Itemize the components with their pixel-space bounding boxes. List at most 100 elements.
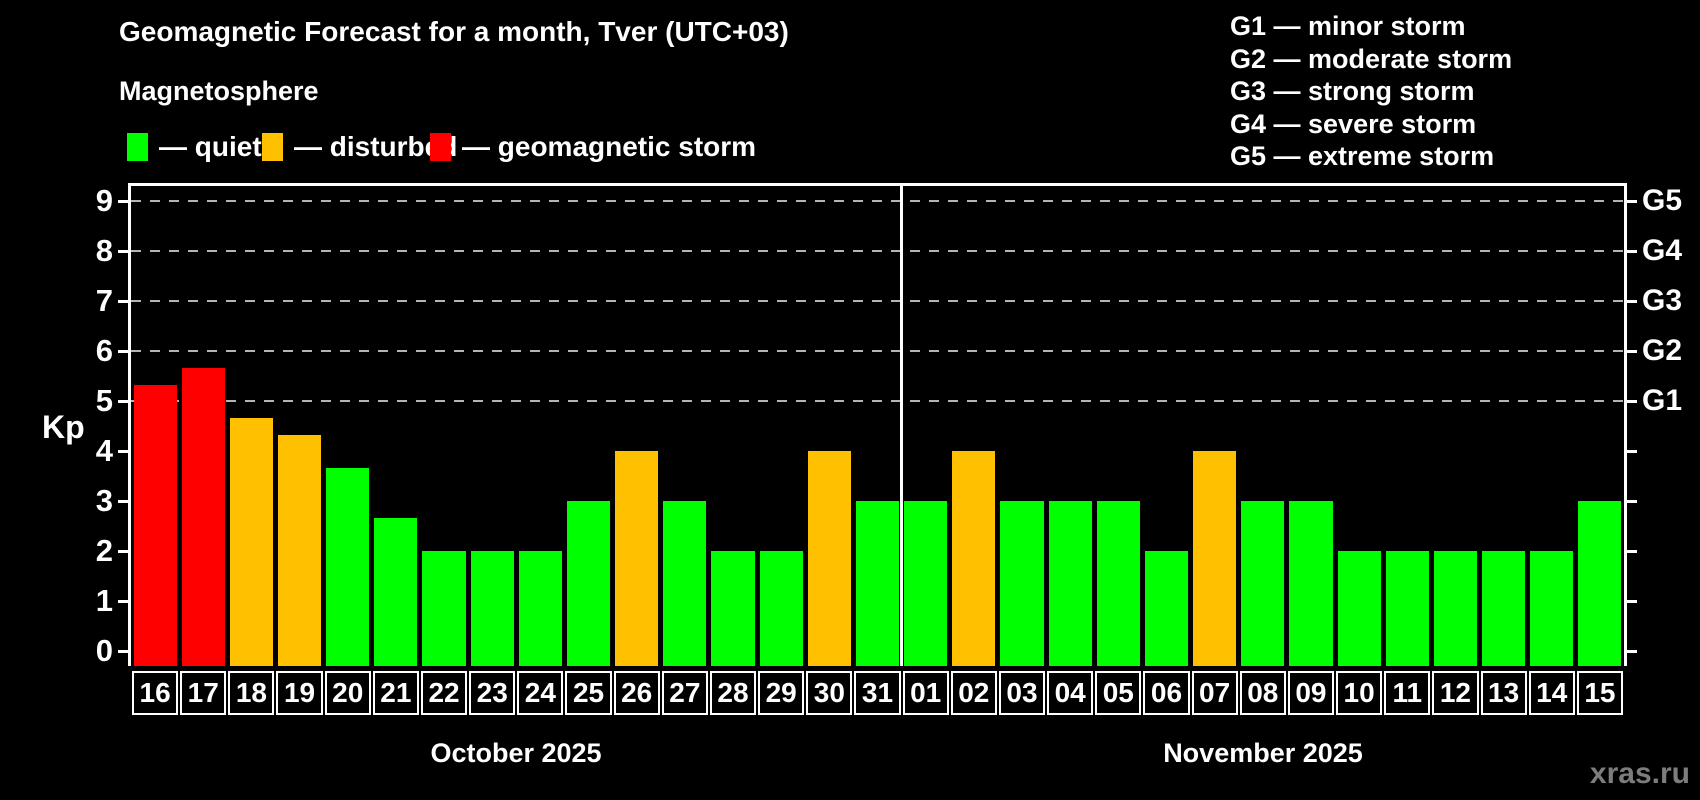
y-tick-right-1 [1627, 599, 1637, 603]
y-tick-label-2: 2 [95, 533, 113, 568]
storm-scale-line-g1: G1 — minor storm [1230, 11, 1466, 41]
day-label-10: 10 [1336, 671, 1383, 715]
y-tick-right-2 [1627, 549, 1637, 553]
y-tick-left-3 [118, 499, 128, 503]
y-tick-right-8 [1627, 249, 1637, 253]
kp-bar-day-12 [1433, 551, 1477, 666]
y-axis-label: Kp [42, 409, 85, 445]
y-tick-left-9 [118, 199, 128, 203]
day-label-06: 06 [1143, 671, 1190, 715]
storm-scale-legend: G1 — minor storm G2 — moderate storm G3 — … [1230, 10, 1512, 173]
legend-item-storm: — geomagnetic storm [430, 130, 756, 164]
kp-bar-day-30 [807, 451, 851, 666]
y-tick-left-7 [118, 299, 128, 303]
right-axis-label-g4: G4 [1642, 234, 1683, 267]
gridline-kp8 [131, 250, 1624, 252]
day-label-30: 30 [806, 671, 853, 715]
kp-bar-day-23 [470, 551, 514, 666]
gridline-kp7 [131, 300, 1624, 302]
day-label-20: 20 [324, 671, 371, 715]
day-label-15: 15 [1576, 671, 1623, 715]
kp-bar-day-09 [1289, 501, 1333, 666]
day-label-21: 21 [372, 671, 419, 715]
x-axis-month-label-october: October 2025 [430, 738, 602, 768]
kp-bar-day-02 [952, 451, 996, 666]
legend-swatch-storm [430, 133, 451, 161]
day-label-29: 29 [758, 671, 805, 715]
y-tick-right-7 [1627, 299, 1637, 303]
y-tick-label-6: 6 [95, 333, 113, 368]
month-divider [900, 186, 904, 666]
y-tick-right-6 [1627, 349, 1637, 353]
kp-bar-day-11 [1385, 551, 1429, 666]
watermark: xras.ru [1589, 757, 1690, 790]
y-tick-label-9: 9 [95, 183, 113, 218]
day-label-08: 08 [1239, 671, 1286, 715]
y-tick-right-9 [1627, 199, 1637, 203]
kp-bar-day-24 [518, 551, 562, 666]
kp-bar-day-29 [759, 551, 803, 666]
day-label-02: 02 [950, 671, 997, 715]
right-axis-label-g3: G3 [1642, 284, 1683, 317]
day-label-22: 22 [420, 671, 468, 715]
y-tick-left-0 [118, 649, 128, 653]
kp-bar-day-03 [1000, 501, 1044, 666]
y-tick-left-6 [118, 349, 128, 353]
y-tick-right-0 [1627, 649, 1637, 653]
kp-bar-day-14 [1530, 551, 1574, 666]
kp-bar-day-27 [663, 501, 707, 666]
legend-item-quiet: — quiet [127, 130, 262, 164]
day-label-27: 27 [661, 671, 708, 715]
kp-bar-day-19 [277, 434, 322, 666]
y-tick-left-4 [118, 449, 128, 453]
gridline-kp5 [131, 400, 1624, 402]
day-label-26: 26 [613, 671, 660, 715]
day-label-16: 16 [132, 671, 179, 715]
day-label-28: 28 [709, 671, 757, 715]
y-tick-right-3 [1627, 499, 1637, 503]
kp-bar-day-31 [855, 501, 900, 666]
y-tick-label-3: 3 [95, 483, 113, 518]
day-label-07: 07 [1191, 671, 1238, 715]
kp-bar-day-22 [422, 551, 466, 666]
legend-swatch-disturbed [262, 133, 283, 161]
chart-title: Geomagnetic Forecast for a month, Tver (… [119, 16, 789, 47]
legend-label-storm: — geomagnetic storm [462, 131, 757, 162]
y-tick-label-8: 8 [95, 233, 113, 268]
y-tick-right-5 [1627, 399, 1637, 403]
kp-bar-day-07 [1193, 451, 1237, 666]
right-axis-label-g5: G5 [1642, 184, 1683, 217]
legend-swatch-quiet [127, 133, 148, 161]
storm-scale-line-g4: G4 — severe storm [1230, 108, 1477, 139]
day-label-04: 04 [1047, 671, 1094, 715]
plot-area [128, 183, 1627, 666]
kp-bar-day-25 [566, 501, 611, 666]
y-tick-left-5 [118, 399, 128, 403]
kp-bar-day-05 [1096, 501, 1140, 666]
kp-bar-day-17 [181, 367, 225, 666]
kp-bar-day-20 [326, 467, 370, 666]
kp-bar-day-01 [904, 501, 948, 666]
y-tick-left-2 [118, 549, 128, 553]
legend-item-disturbed: — disturbed [262, 130, 457, 164]
kp-bar-day-28 [711, 551, 755, 666]
day-label-17: 17 [180, 671, 227, 715]
y-tick-left-1 [118, 599, 128, 603]
day-label-31: 31 [854, 671, 901, 715]
kp-bar-day-10 [1337, 551, 1381, 666]
right-axis-label-g1: G1 [1642, 384, 1683, 417]
kp-bar-day-16 [133, 384, 177, 666]
kp-bar-day-13 [1482, 551, 1526, 666]
kp-bar-day-26 [615, 451, 659, 666]
storm-scale-line-g2: G2 — moderate storm [1230, 43, 1513, 74]
storm-scale-line-g3: G3 — strong storm [1230, 76, 1475, 106]
day-label-05: 05 [1095, 671, 1142, 715]
kp-bar-day-18 [229, 417, 273, 666]
chart-subtitle: Magnetosphere [119, 76, 319, 106]
y-tick-right-4 [1627, 449, 1637, 453]
day-label-03: 03 [998, 671, 1046, 715]
day-label-25: 25 [565, 671, 612, 715]
day-label-09: 09 [1287, 671, 1335, 715]
kp-bar-day-06 [1144, 551, 1189, 666]
